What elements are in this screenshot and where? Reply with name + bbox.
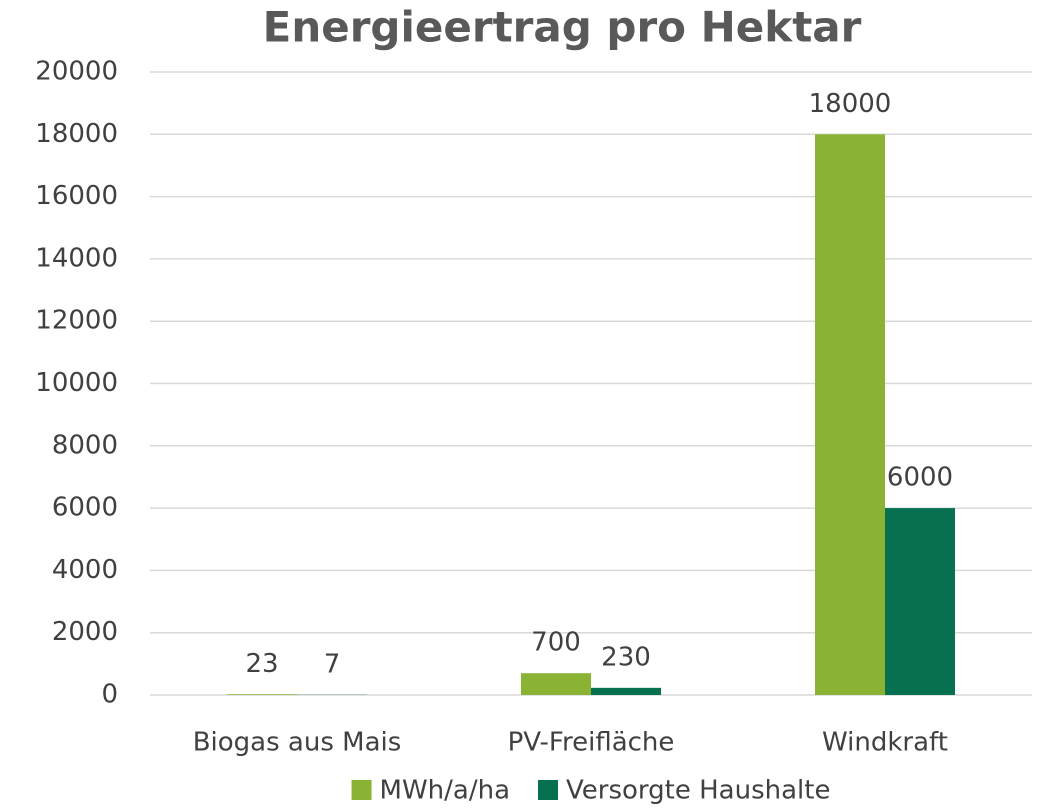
x-tick-label: Biogas aus Mais bbox=[193, 728, 402, 758]
y-tick-label: 18000 bbox=[35, 119, 118, 149]
data-label: 23 bbox=[245, 649, 278, 679]
y-tick-label: 10000 bbox=[35, 368, 118, 398]
legend-swatch bbox=[351, 780, 372, 800]
bar bbox=[815, 134, 885, 696]
data-label: 6000 bbox=[887, 463, 953, 493]
bar bbox=[591, 687, 661, 695]
data-label: 7 bbox=[324, 649, 341, 679]
y-tick-label: 6000 bbox=[52, 493, 118, 523]
data-label: 18000 bbox=[809, 89, 892, 119]
bar bbox=[521, 673, 591, 695]
bar bbox=[885, 508, 955, 695]
y-tick-label: 20000 bbox=[35, 57, 118, 87]
y-tick-label: 8000 bbox=[52, 430, 118, 460]
chart-title: Energieertrag pro Hektar bbox=[263, 3, 862, 52]
x-tick-label: PV-Freifläche bbox=[508, 728, 675, 758]
y-tick-label: 2000 bbox=[52, 617, 118, 647]
y-tick-label: 16000 bbox=[35, 181, 118, 211]
y-tick-label: 14000 bbox=[35, 243, 118, 273]
legend-label: Versorgte Haushalte bbox=[566, 776, 830, 806]
data-label: 700 bbox=[531, 628, 581, 658]
legend-label: MWh/a/ha bbox=[380, 776, 510, 806]
bar bbox=[227, 694, 297, 695]
y-tick-label: 4000 bbox=[52, 555, 118, 585]
x-tick-label: Windkraft bbox=[822, 728, 948, 758]
y-tick-label: 0 bbox=[101, 680, 118, 710]
legend-swatch bbox=[538, 780, 559, 800]
y-tick-label: 12000 bbox=[35, 306, 118, 336]
data-label: 230 bbox=[601, 642, 651, 672]
